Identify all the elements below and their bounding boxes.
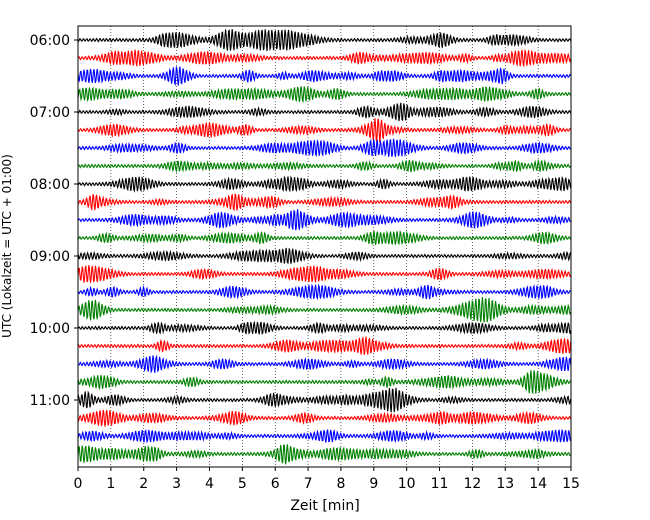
x-tick-label: 14	[529, 476, 547, 492]
x-axis-title: Zeit [min]	[290, 498, 359, 514]
trace-row-07:15	[77, 118, 572, 143]
x-tick-label: 9	[369, 476, 378, 492]
trace-row-09:30	[77, 283, 571, 301]
y-tick-label: 08:00	[30, 177, 70, 193]
trace-row-10:45	[77, 370, 572, 395]
trace-row-10:30	[77, 354, 572, 374]
trace-row-06:00	[77, 29, 572, 52]
x-tick-label: 7	[304, 476, 313, 492]
x-tick-label: 0	[74, 476, 83, 492]
y-axis-title: UTC (Lokalzeit = UTC + 01:00)	[0, 154, 14, 338]
trace-row-08:30	[77, 209, 571, 231]
trace-row-08:00	[77, 175, 572, 193]
trace-row-08:45	[77, 229, 572, 245]
y-tick-label: 10:00	[30, 321, 70, 337]
x-tick-label: 8	[336, 476, 345, 492]
x-axis-ticks: 0 1 2 3 4 5 6 7 8 9 10 11 12 13 14 15	[74, 467, 580, 492]
trace-row-09:45	[77, 297, 572, 323]
x-tick-label: 4	[205, 476, 214, 492]
x-tick-label: 5	[238, 476, 247, 492]
trace-row-10:00	[77, 320, 572, 335]
x-tick-label: 11	[431, 476, 449, 492]
trace-row-11:45	[77, 444, 571, 465]
x-tick-label: 15	[562, 476, 580, 492]
trace-row-11:15	[77, 409, 572, 427]
trace-row-07:00	[77, 102, 572, 122]
seismic-traces	[77, 29, 572, 465]
trace-row-07:30	[77, 138, 571, 158]
trace-row-06:45	[77, 86, 571, 104]
x-tick-label: 12	[463, 476, 481, 492]
trace-row-09:15	[77, 265, 572, 283]
trace-row-10:15	[77, 336, 572, 355]
y-axis-ticks: 06:00 07:00 08:00 09:00 10:00 11:00	[30, 33, 78, 409]
trace-row-08:15	[77, 193, 572, 212]
x-tick-label: 6	[271, 476, 280, 492]
trace-row-11:00	[77, 387, 572, 413]
trace-row-07:45	[77, 158, 572, 174]
trace-row-11:30	[77, 429, 572, 444]
x-tick-label: 1	[106, 476, 115, 492]
y-tick-label: 09:00	[30, 249, 70, 265]
x-tick-label: 10	[398, 476, 416, 492]
y-tick-label: 11:00	[30, 393, 70, 409]
y-tick-label: 07:00	[30, 105, 70, 121]
x-tick-label: 13	[496, 476, 514, 492]
y-tick-label: 06:00	[30, 33, 70, 49]
trace-row-06:30	[77, 66, 572, 87]
x-tick-label: 3	[172, 476, 181, 492]
plot-frame	[77, 25, 572, 468]
trace-row-06:15	[77, 48, 572, 68]
x-tick-label: 2	[139, 476, 148, 492]
trace-row-09:00	[77, 247, 572, 264]
